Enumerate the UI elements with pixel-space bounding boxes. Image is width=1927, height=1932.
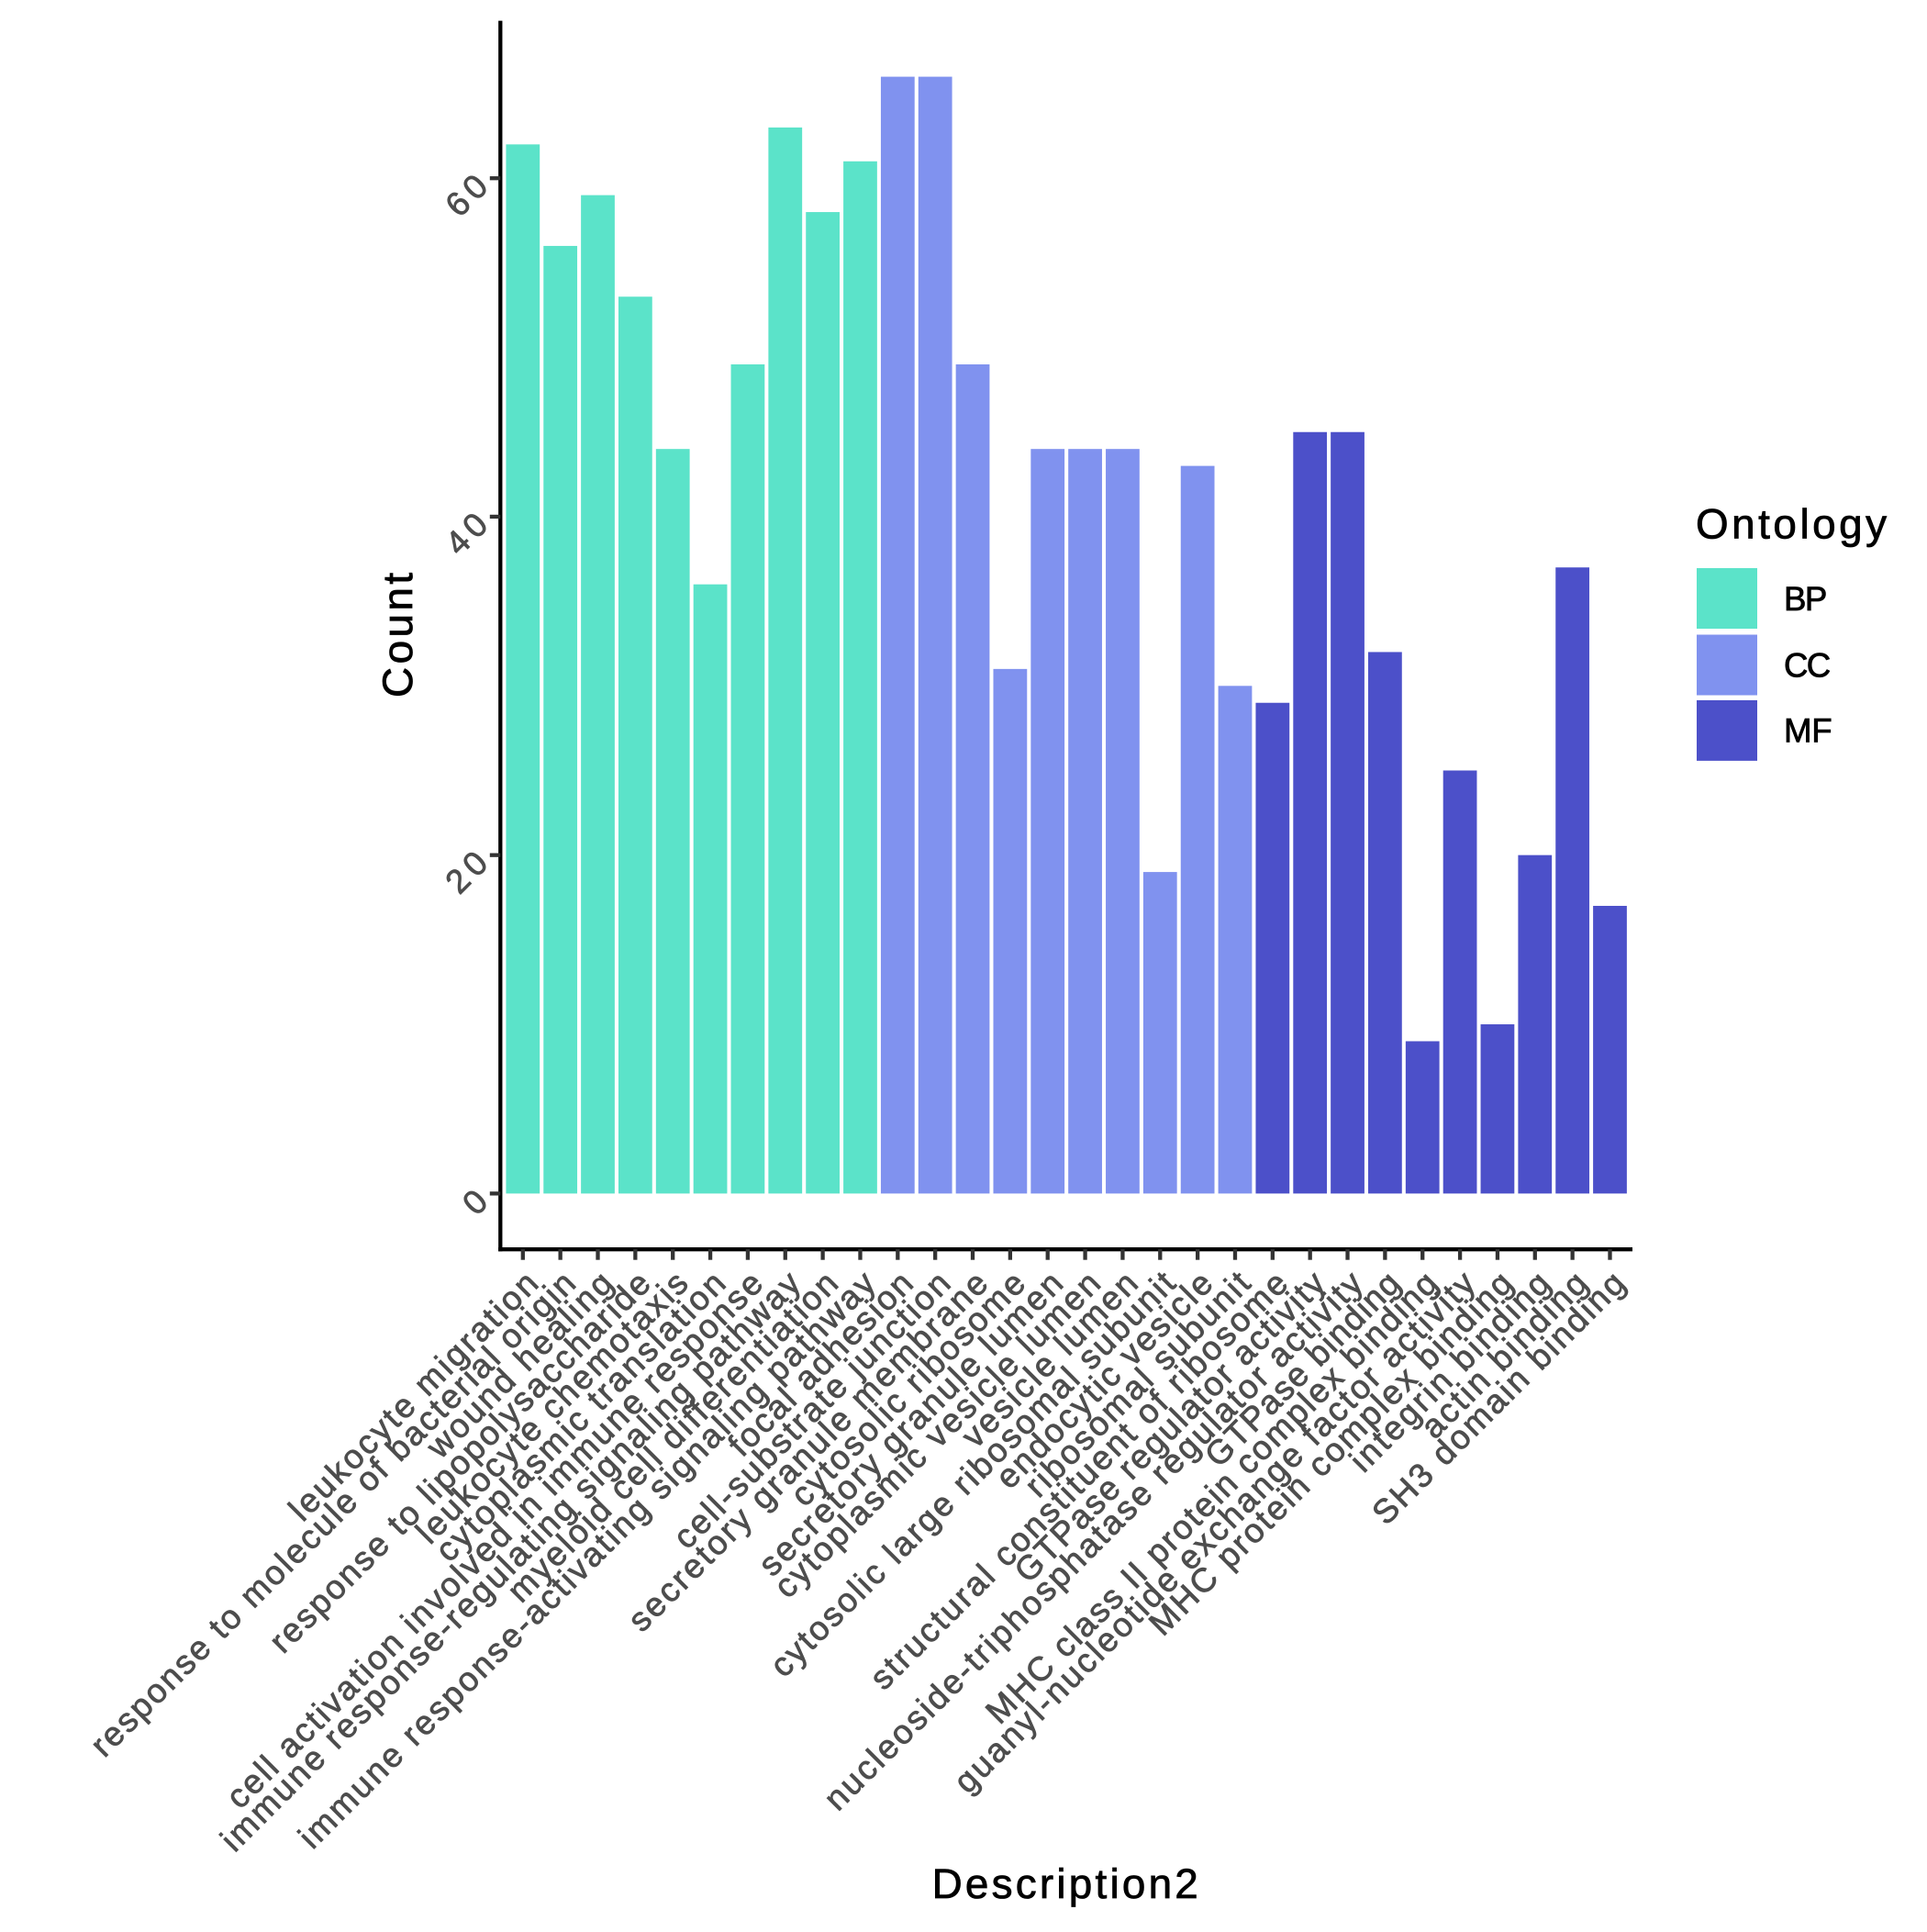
svg-text:BP: BP (1784, 580, 1827, 618)
svg-text:MF: MF (1784, 712, 1832, 750)
svg-text:Count: Count (374, 573, 421, 698)
svg-text:CC: CC (1784, 646, 1831, 684)
svg-text:Description2: Description2 (932, 1860, 1198, 1907)
svg-text:Ontology: Ontology (1696, 501, 1887, 548)
